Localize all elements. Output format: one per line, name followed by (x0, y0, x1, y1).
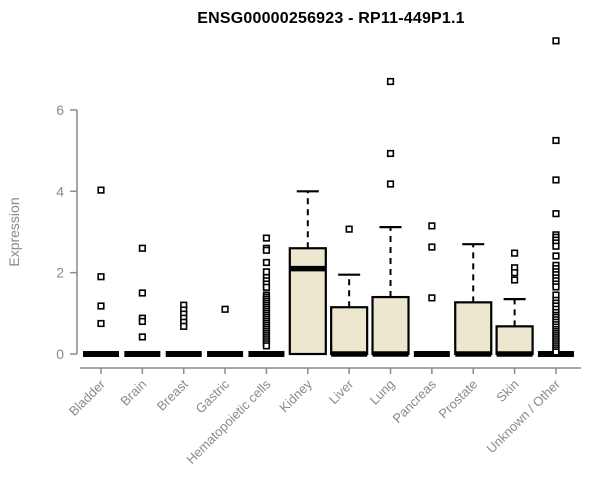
outlier-point (510, 276, 519, 284)
collapsed-box (83, 351, 119, 357)
collapsed-box (165, 351, 202, 357)
y-axis: 0 2 4 6 (56, 102, 78, 362)
outlier-point (428, 222, 436, 230)
y-tick-label: 0 (56, 346, 64, 362)
x-tick-label: Liver (326, 376, 357, 407)
box-hematopoietic-cells (248, 234, 285, 357)
x-tick-label: Skin (493, 377, 521, 405)
outlier-point (552, 176, 560, 184)
outlier-point (510, 269, 519, 277)
box-skin (495, 249, 534, 357)
outlier-point (262, 234, 271, 242)
outlier-point (262, 342, 271, 350)
outlier-point (97, 186, 105, 194)
outlier-point (552, 136, 560, 145)
x-tick-label: Unknown / Other (483, 376, 563, 456)
outlier-point (97, 273, 105, 281)
x-tick-label: Brain (117, 377, 149, 409)
x-tick-label: Bladder (66, 376, 109, 419)
collapsed-box (207, 351, 244, 357)
collapsed-box (413, 351, 450, 357)
outlier-point (552, 37, 560, 45)
outlier-point (552, 283, 560, 291)
box-prostate (454, 243, 493, 357)
y-tick-label: 6 (56, 102, 64, 118)
chart-title: ENSG00000256923 - RP11-449P1.1 (197, 10, 465, 27)
outlier-point (386, 180, 395, 188)
iqr-box (454, 301, 493, 356)
outlier-point (552, 242, 560, 250)
outlier-point (138, 333, 146, 341)
outlier-point (180, 322, 188, 330)
collapsed-box (248, 351, 285, 357)
x-tick-label: Lung (367, 377, 398, 408)
outlier-point (386, 149, 395, 158)
outlier-point (552, 210, 560, 218)
iqr-box (495, 325, 534, 356)
outlier-point (262, 246, 271, 254)
collapsed-box (124, 351, 161, 357)
x-tick-label: Gastric (192, 376, 232, 416)
y-tick-label: 2 (56, 265, 64, 281)
x-tick-label: Breast (154, 376, 191, 413)
outlier-point (138, 244, 146, 252)
outlier-point (428, 243, 436, 251)
outlier-point (138, 289, 146, 297)
outlier-point (138, 317, 146, 326)
box-lung (371, 77, 410, 357)
x-tick-label: Kidney (276, 376, 315, 415)
box-pancreas (413, 222, 450, 357)
outlier-point (552, 348, 560, 356)
outlier-point (221, 305, 229, 313)
outlier-point (386, 77, 395, 86)
outlier-point (262, 268, 271, 276)
box-kidney (288, 190, 327, 356)
outlier-point (345, 225, 353, 233)
box-liver (330, 225, 369, 357)
iqr-box (330, 306, 369, 356)
x-tick-label: Pancreas (390, 376, 440, 426)
box-brain (124, 244, 161, 357)
outlier-point (97, 302, 105, 310)
x-tick-label: Prostate (436, 377, 481, 422)
outlier-point (428, 294, 436, 302)
box-gastric (207, 305, 244, 357)
outlier-point (262, 258, 271, 267)
box-unknown-other (537, 37, 574, 357)
outlier-point (552, 252, 560, 260)
y-tick-label: 4 (56, 183, 64, 199)
iqr-box (371, 295, 410, 356)
box-bladder (83, 186, 119, 357)
outlier-point (97, 319, 105, 328)
iqr-box (288, 247, 327, 356)
box-breast (165, 301, 202, 357)
outlier-point (510, 249, 519, 257)
outlier-point (262, 283, 271, 291)
